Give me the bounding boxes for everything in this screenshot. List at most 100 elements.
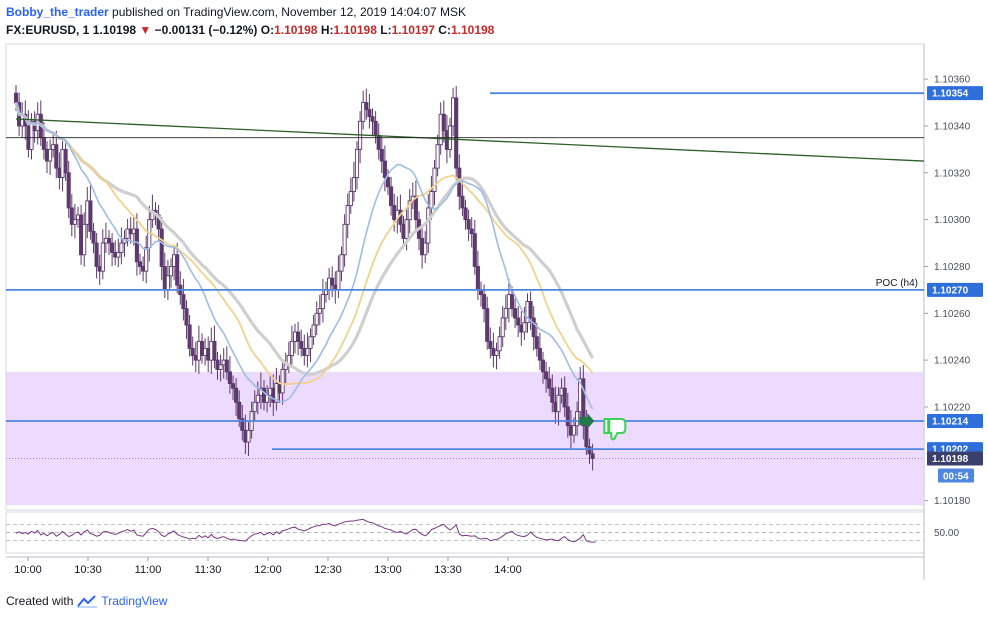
candle-body [565,406,570,427]
candle-body [494,350,499,356]
chart-header: Bobby_the_trader published on TradingVie… [6,4,466,21]
close-label: C: [438,23,451,37]
candle-body [590,453,595,459]
poc-price-label: 1.10270 [932,285,969,296]
poc-label: POC (h4) [876,278,918,289]
y-tick-label: 1.10340 [934,121,971,132]
candle-body [299,340,304,349]
down-arrow-icon: ▼ [139,23,152,37]
candle-body [314,312,319,326]
candle-body [432,167,437,192]
high-value: 1.10198 [333,23,377,37]
candle-body [534,336,539,349]
candle-body [367,109,372,118]
candle-body [587,446,592,455]
candle-body [547,378,552,389]
countdown-label: 00:54 [943,471,969,482]
candle-body [88,200,93,232]
candle-body [475,266,480,291]
candle-body [513,308,518,319]
candle-body [237,401,242,420]
trend-line [15,118,925,162]
candle-body [308,336,313,349]
candle-body [482,294,487,310]
high-label: H: [320,23,334,37]
candle-body [385,177,391,188]
rsi-level-label: 50.00 [934,528,959,539]
candle-body [289,340,294,356]
candle-body [336,270,341,291]
candle-body [91,230,96,244]
footer: Created with TradingView [6,592,167,610]
candle-body [234,387,239,403]
candle-body [382,160,387,178]
candle-body [531,317,536,338]
candle-body [581,378,586,427]
tradingview-brand-link[interactable]: TradingView [101,594,168,608]
last-price-value: 1.10198 [92,23,137,37]
candle-body [426,207,431,244]
candle-body [522,322,527,333]
y-tick-label: 1.10220 [934,402,971,413]
candle-body [544,371,549,380]
close-value: 1.10198 [450,23,495,37]
symbol-label[interactable]: FX:EURUSD, 1 [6,23,90,37]
candle-body [345,205,350,225]
candle-body [280,369,285,394]
y-tick-label: 1.10320 [934,168,971,179]
candle-body [317,308,322,314]
candle-body [348,191,353,207]
candle-body [556,394,561,413]
candle-body [509,294,515,310]
candle-body [13,92,19,103]
candle-body [181,294,186,310]
candle-body [296,331,301,342]
created-with-text: Created with [6,594,74,608]
sma-yellow-line [15,102,594,386]
candle-body [305,347,310,356]
candle-body [144,247,149,272]
candle-body [29,120,34,150]
candle-body [184,308,189,326]
candle-body [106,237,112,244]
candle-body [218,364,223,370]
y-tick-label: 1.10260 [934,309,971,320]
candle-body [429,191,434,209]
poc-price-tag [927,282,983,297]
candle-body [227,371,232,384]
x-tick-label: 13:00 [374,564,402,576]
candle-body [100,242,105,272]
candle-body [407,200,412,221]
ohlc-legend: FX:EURUSD, 1 1.10198 ▼ −0.00131 (−0.12%)… [6,22,494,39]
candle-body [190,347,195,356]
author-link[interactable]: Bobby_the_trader [6,5,109,19]
x-tick-label: 12:00 [254,564,282,576]
candle-body [460,195,465,209]
y-tick-label: 1.10360 [934,75,971,86]
candle-body [537,347,542,361]
candle-body [72,219,77,225]
candle-body [240,418,245,431]
candle-body [389,186,394,207]
candle-body [463,207,468,221]
candle-body [351,177,356,192]
candle-body [404,219,409,239]
candle-body [354,148,360,178]
level-mid-price-tag [927,414,983,429]
thumbs-down-icon [603,418,627,441]
candle-body [54,144,59,169]
candle-body [435,144,440,169]
candle-body [230,383,236,389]
x-tick-label: 12:30 [314,564,342,576]
candle-body [330,277,335,286]
candle-body [361,102,366,122]
candle-body [454,97,459,169]
candle-body [488,340,493,349]
x-tick-label: 11:30 [195,564,222,576]
candle-body [413,195,418,221]
candle-body [584,425,589,448]
rsi-line [15,518,596,543]
last-price-price-label: 1.10198 [932,454,969,465]
candle-body [571,425,577,436]
